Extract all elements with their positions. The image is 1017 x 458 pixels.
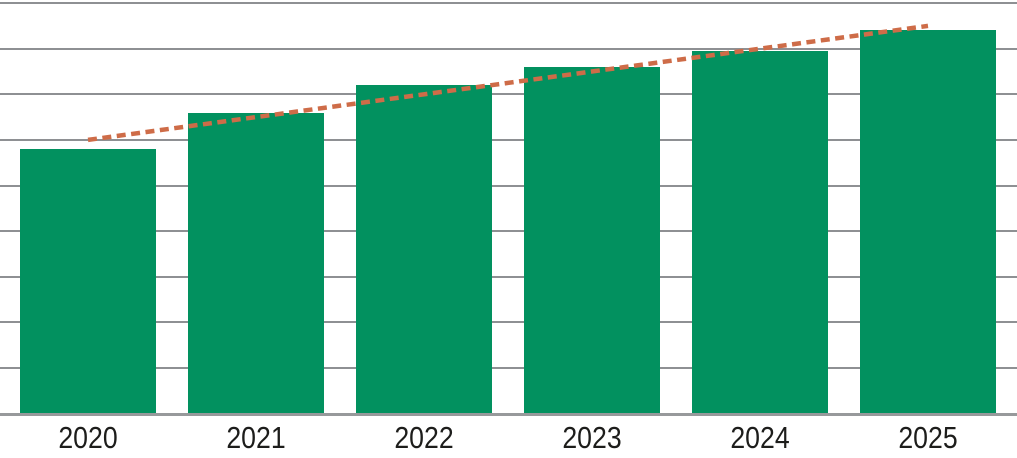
- gridline: [0, 2, 1017, 5]
- x-tick-label-2023: 2023: [562, 420, 622, 455]
- bar-2021: [188, 112, 324, 414]
- gridline: [0, 230, 1017, 233]
- bar-2022: [356, 85, 492, 414]
- x-tick-label-2020: 2020: [58, 420, 118, 455]
- gridline: [0, 366, 1017, 369]
- x-tick-label-2022: 2022: [394, 420, 454, 455]
- x-axis-line: [0, 413, 1017, 416]
- bar-2024: [692, 50, 828, 414]
- x-tick-label-2024: 2024: [730, 420, 790, 455]
- gridline: [0, 321, 1017, 324]
- x-tick-label-2021: 2021: [226, 420, 286, 455]
- gridline: [0, 184, 1017, 187]
- bar-2025: [860, 30, 996, 414]
- gridline: [0, 275, 1017, 278]
- bar-2020: [20, 149, 156, 414]
- bar-2023: [524, 66, 660, 414]
- x-tick-label-2025: 2025: [898, 420, 958, 455]
